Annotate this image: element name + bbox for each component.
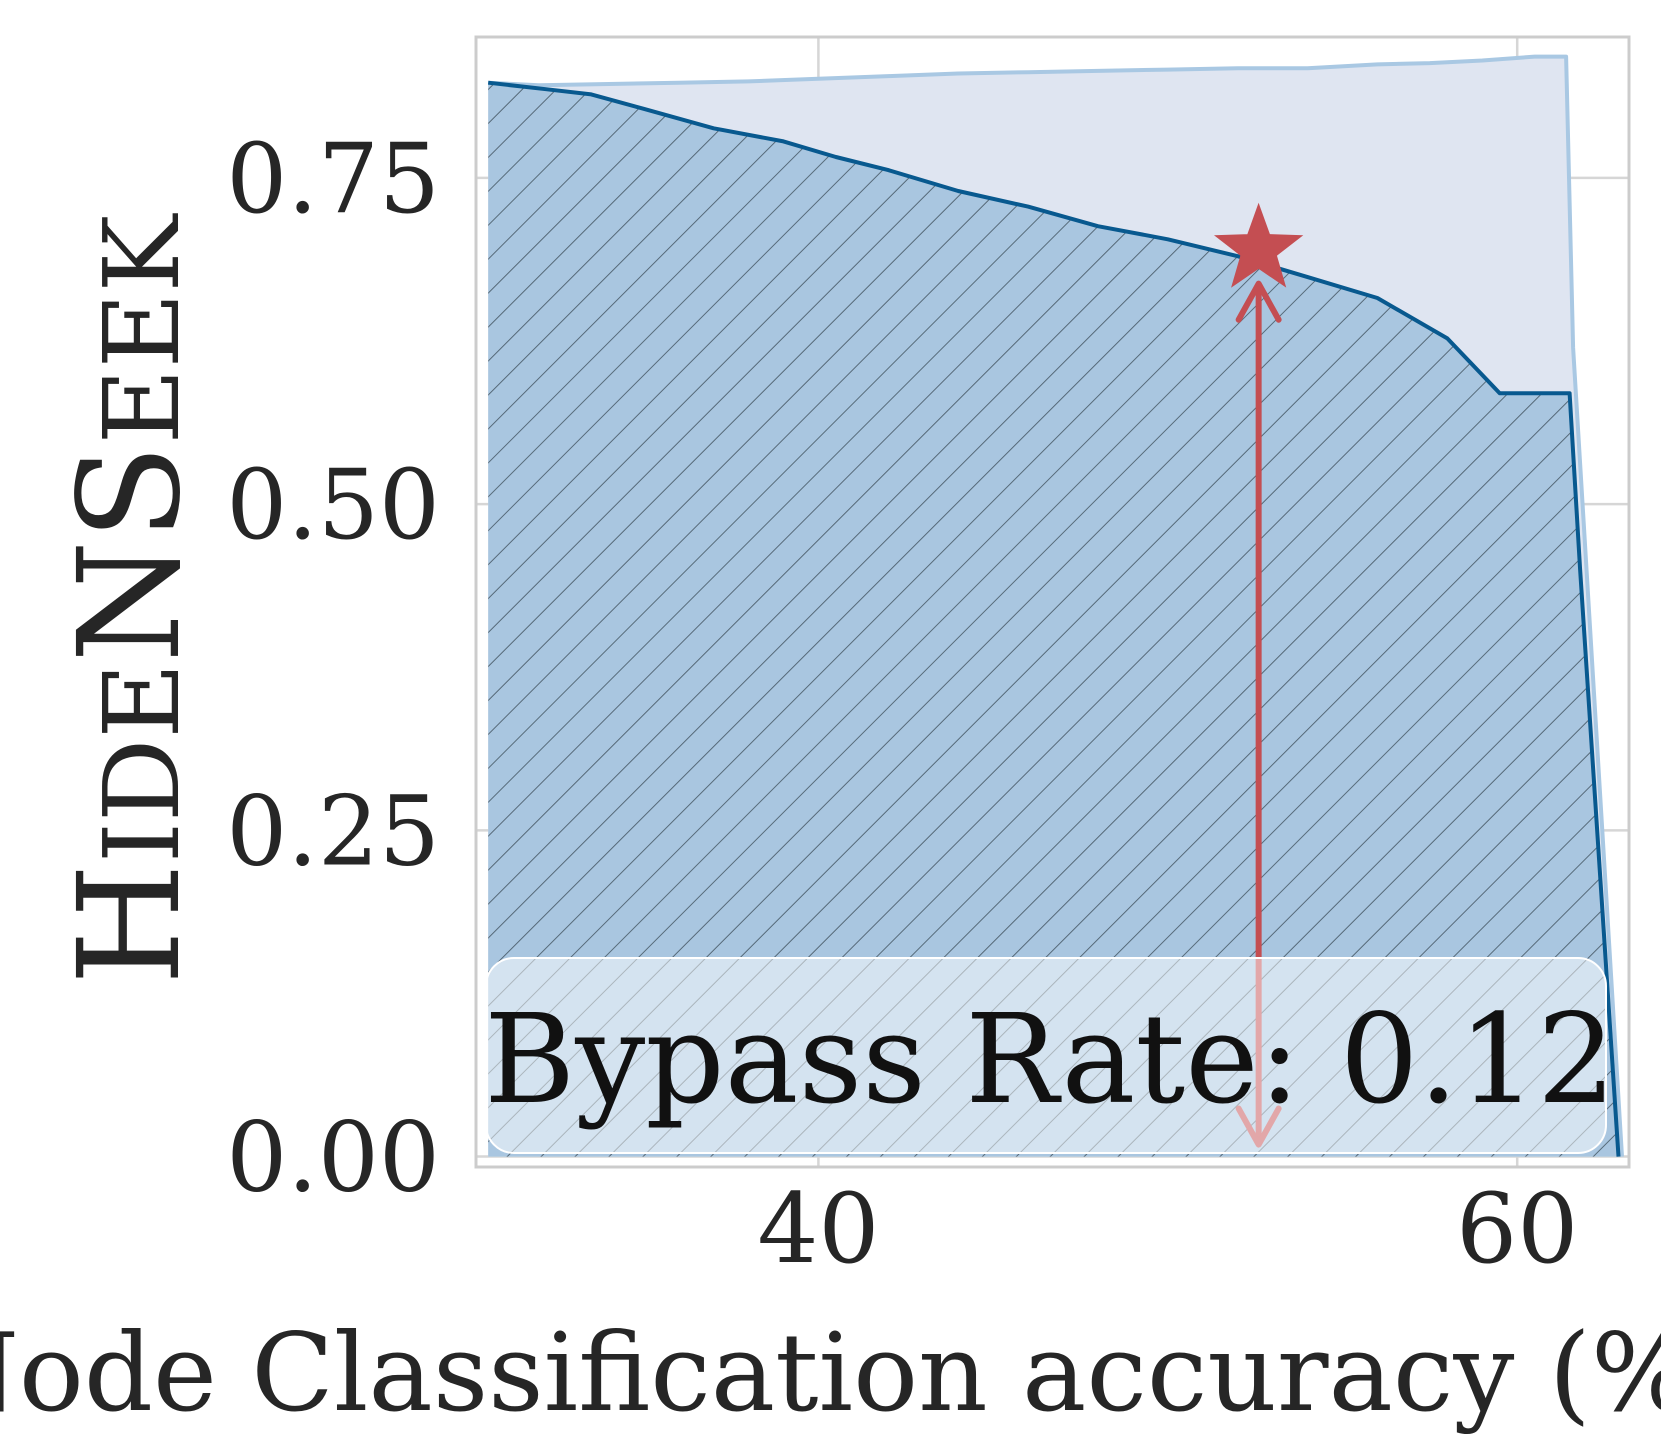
annotation-box: [485, 957, 1607, 1154]
x-tick-label: 40: [757, 1173, 879, 1285]
y-tick-label: 0.00: [226, 1102, 440, 1214]
area-hatch-lower: [488, 82, 1619, 1157]
arrow-head-top: [1235, 280, 1282, 323]
y-axis-label-part: IDE: [81, 663, 203, 863]
y-axis-ticks: 0.00 0.25 0.50 0.75: [226, 123, 440, 1214]
y-axis-label-part: EEK: [81, 212, 203, 444]
x-tick-label: 60: [1456, 1173, 1578, 1285]
y-axis-label-part: H: [49, 863, 212, 985]
y-tick-label: 0.50: [226, 449, 440, 561]
y-axis-label-part: N: [49, 540, 212, 663]
bypass-rate-annotation: Bypass Rate: 0.12: [484, 988, 1616, 1132]
plot-area: [487, 54, 1624, 1157]
series-line-upper: [488, 54, 1624, 1157]
x-axis-label: Node Classification accuracy (%): [0, 1311, 1661, 1436]
y-tick-label: 0.25: [226, 775, 440, 887]
y-axis-label-part: S: [49, 444, 212, 540]
y-tick-label: 0.75: [226, 123, 440, 235]
series-line-lower: [487, 80, 1621, 1157]
y-axis-label: HIDENSEEK: [49, 212, 212, 985]
plot-frame: [474, 35, 1631, 1169]
star-marker: [1213, 202, 1304, 288]
x-axis-ticks: 40 60: [757, 1173, 1578, 1285]
